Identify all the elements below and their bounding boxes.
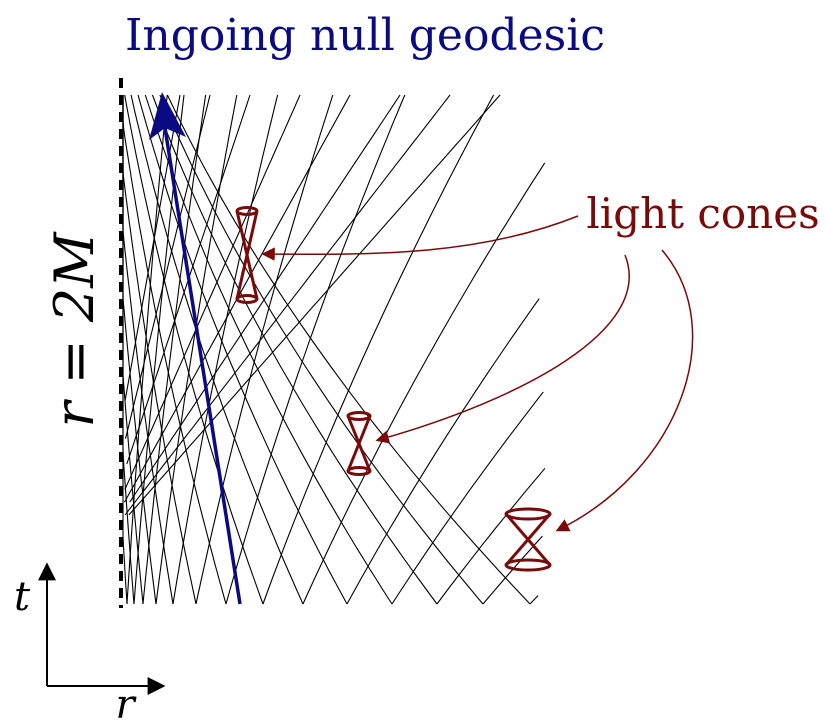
ingoing-ray [166, 94, 531, 605]
ingoing-ray [122, 95, 128, 605]
ingoing-ray [159, 94, 484, 605]
cone-pointer-1 [261, 215, 579, 261]
t-axis-label: t [14, 574, 31, 620]
outgoing-ray [142, 94, 207, 605]
ingoing-ray [124, 94, 181, 401]
null-grid [122, 94, 546, 605]
ingoing-ray [151, 94, 438, 605]
outgoing-ray [195, 94, 334, 605]
outgoing-ray [225, 94, 406, 605]
r-axis-label: r [115, 682, 137, 724]
ingoing-ray [122, 95, 227, 605]
outgoing-ray [262, 94, 495, 605]
ingoing-geodesic [149, 92, 242, 605]
horizon-label: r = 2M [43, 231, 106, 428]
ingoing-ray [122, 95, 174, 605]
outgoing-ray [302, 162, 546, 605]
light-cone-3 [504, 507, 552, 572]
outgoing-ray [482, 535, 543, 605]
outgoing-ray [436, 467, 546, 605]
light-cones-label: light cones [586, 189, 819, 238]
outgoing-ray [346, 298, 540, 605]
ingoing-ray [128, 94, 501, 516]
ingoing-ray [124, 94, 211, 439]
cone-pointer-2 [375, 254, 630, 444]
ingoing-ray [124, 94, 301, 490]
ingoing-ray [129, 94, 401, 503]
outgoing-ray [133, 94, 185, 605]
ingoing-ray [124, 94, 264, 605]
outgoing-ray [172, 94, 279, 605]
outgoing-ray [391, 391, 544, 605]
ingoing-ray [122, 95, 197, 605]
cone-pointer-3 [555, 249, 694, 532]
geodesic-arrowhead [149, 92, 186, 140]
light-cone-2 [346, 411, 372, 476]
ingoing-ray [124, 94, 451, 516]
light-cone-1 [235, 206, 259, 304]
outgoing-ray [155, 94, 238, 605]
axes: t r [14, 562, 166, 724]
diagram-title: Ingoing null geodesic [125, 10, 605, 61]
outgoing-ray [126, 94, 168, 605]
ingoing-ray [137, 94, 348, 605]
ingoing-ray [144, 94, 393, 605]
outgoing-ray [529, 595, 539, 605]
ingoing-ray [130, 94, 304, 605]
